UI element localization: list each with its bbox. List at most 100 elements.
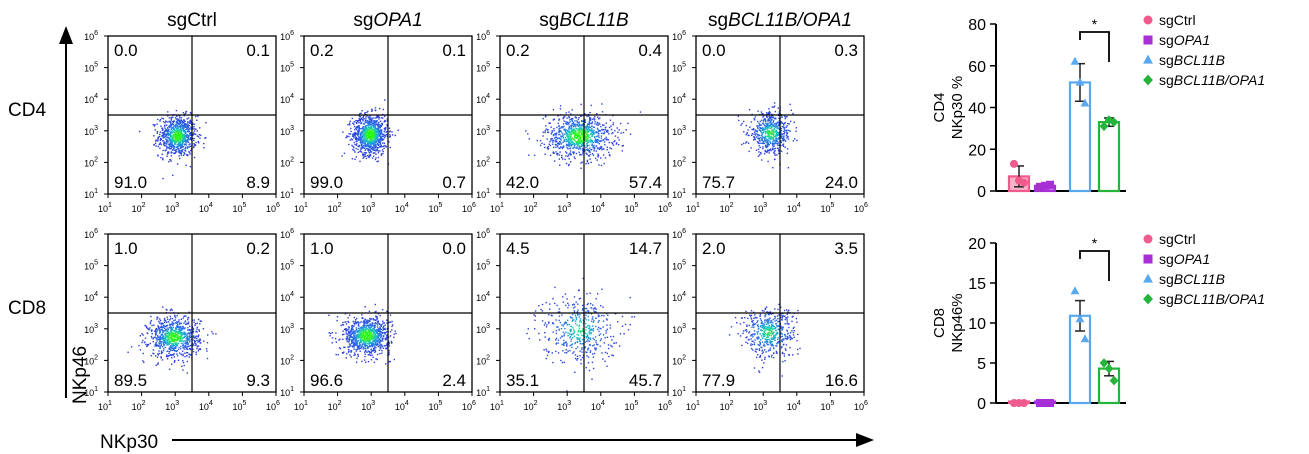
flow-event	[175, 330, 178, 332]
flow-event	[770, 137, 772, 139]
flow-event	[597, 142, 599, 144]
flow-event	[374, 350, 377, 353]
flow-event	[352, 122, 354, 124]
flow-event	[565, 133, 567, 135]
flow-event	[194, 324, 196, 326]
flow-event	[774, 154, 776, 156]
flow-event	[369, 125, 372, 127]
tick-base: 10	[165, 402, 175, 412]
flow-event	[199, 348, 201, 350]
flow-event	[596, 140, 599, 142]
flow-event	[174, 130, 177, 132]
flow-event	[192, 137, 194, 140]
flow-event	[604, 144, 606, 146]
flow-event	[544, 130, 546, 132]
flow-event	[771, 138, 774, 140]
x-tick-label: 105	[820, 202, 834, 214]
flow-event	[168, 332, 170, 334]
tick-exponent: 3	[486, 125, 490, 132]
flow-event	[382, 326, 384, 329]
flow-event	[185, 323, 187, 325]
flow-event	[355, 342, 358, 344]
flow-event	[154, 124, 156, 126]
flow-event	[363, 129, 365, 131]
flow-event	[172, 138, 174, 141]
flow-event	[593, 150, 595, 152]
tick-exponent: 6	[486, 30, 490, 37]
flow-event	[768, 137, 770, 139]
flow-event	[354, 128, 356, 131]
flow-event	[156, 338, 158, 340]
flow-event	[174, 338, 176, 340]
flow-event	[185, 346, 188, 348]
flow-event	[766, 127, 769, 130]
flow-event	[591, 144, 593, 147]
flow-event	[380, 325, 383, 327]
flow-event	[579, 135, 581, 137]
flow-event	[383, 322, 385, 324]
tick-exponent: 1	[696, 202, 700, 209]
flow-event	[568, 141, 570, 143]
flow-event	[162, 157, 164, 160]
flow-event	[372, 318, 375, 320]
flow-event	[375, 129, 377, 132]
tick-base: 10	[84, 158, 94, 168]
flow-event	[558, 140, 561, 143]
x-tick-label: 106	[854, 202, 868, 214]
flow-event	[196, 119, 198, 121]
flow-event	[156, 330, 158, 333]
flow-event	[377, 123, 379, 126]
flow-event	[357, 322, 359, 324]
flow-event	[170, 308, 172, 310]
flow-event	[351, 139, 354, 141]
flow-event	[361, 139, 363, 141]
flow-event	[775, 126, 777, 128]
flow-event	[568, 116, 570, 118]
flow-event	[358, 325, 360, 327]
tick-base: 10	[672, 32, 682, 42]
flow-event	[342, 334, 344, 336]
flow-event	[355, 147, 357, 150]
flow-event	[350, 130, 352, 133]
flow-event	[353, 344, 355, 346]
flow-event	[186, 340, 188, 342]
flow-event	[182, 148, 184, 151]
flow-event	[367, 155, 369, 158]
flow-event	[177, 133, 179, 135]
flow-event	[173, 356, 176, 358]
flow-event	[554, 141, 557, 143]
flow-event	[584, 121, 587, 124]
flow-event	[784, 129, 786, 132]
flow-event	[166, 332, 168, 334]
flow-event	[578, 148, 580, 150]
flow-event	[169, 145, 171, 148]
flow-event	[367, 133, 369, 135]
flow-event	[173, 335, 176, 337]
flow-event	[596, 116, 599, 118]
y-tick-label: 104	[84, 93, 98, 105]
flow-event	[159, 331, 161, 333]
tick-exponent: 6	[472, 202, 476, 209]
flow-event	[589, 140, 591, 142]
tick-base: 10	[686, 204, 696, 214]
flow-event	[575, 131, 577, 133]
flow-event	[193, 146, 195, 148]
flow-event	[369, 326, 371, 328]
flow-event	[560, 143, 563, 145]
flow-event	[198, 340, 200, 342]
flow-event	[562, 118, 564, 120]
flow-event	[366, 323, 368, 325]
flow-event	[352, 331, 355, 333]
flow-event	[180, 333, 182, 336]
flow-event	[586, 136, 589, 138]
flow-event	[375, 157, 377, 159]
flow-event	[372, 339, 374, 342]
flow-event	[161, 338, 163, 340]
flow-event	[569, 147, 571, 150]
flow-event	[181, 149, 183, 151]
flow-event	[188, 128, 191, 130]
flow-event	[184, 340, 186, 342]
tick-base: 10	[462, 204, 472, 214]
x-tick-label: 104	[591, 202, 605, 214]
flow-event	[189, 138, 191, 140]
